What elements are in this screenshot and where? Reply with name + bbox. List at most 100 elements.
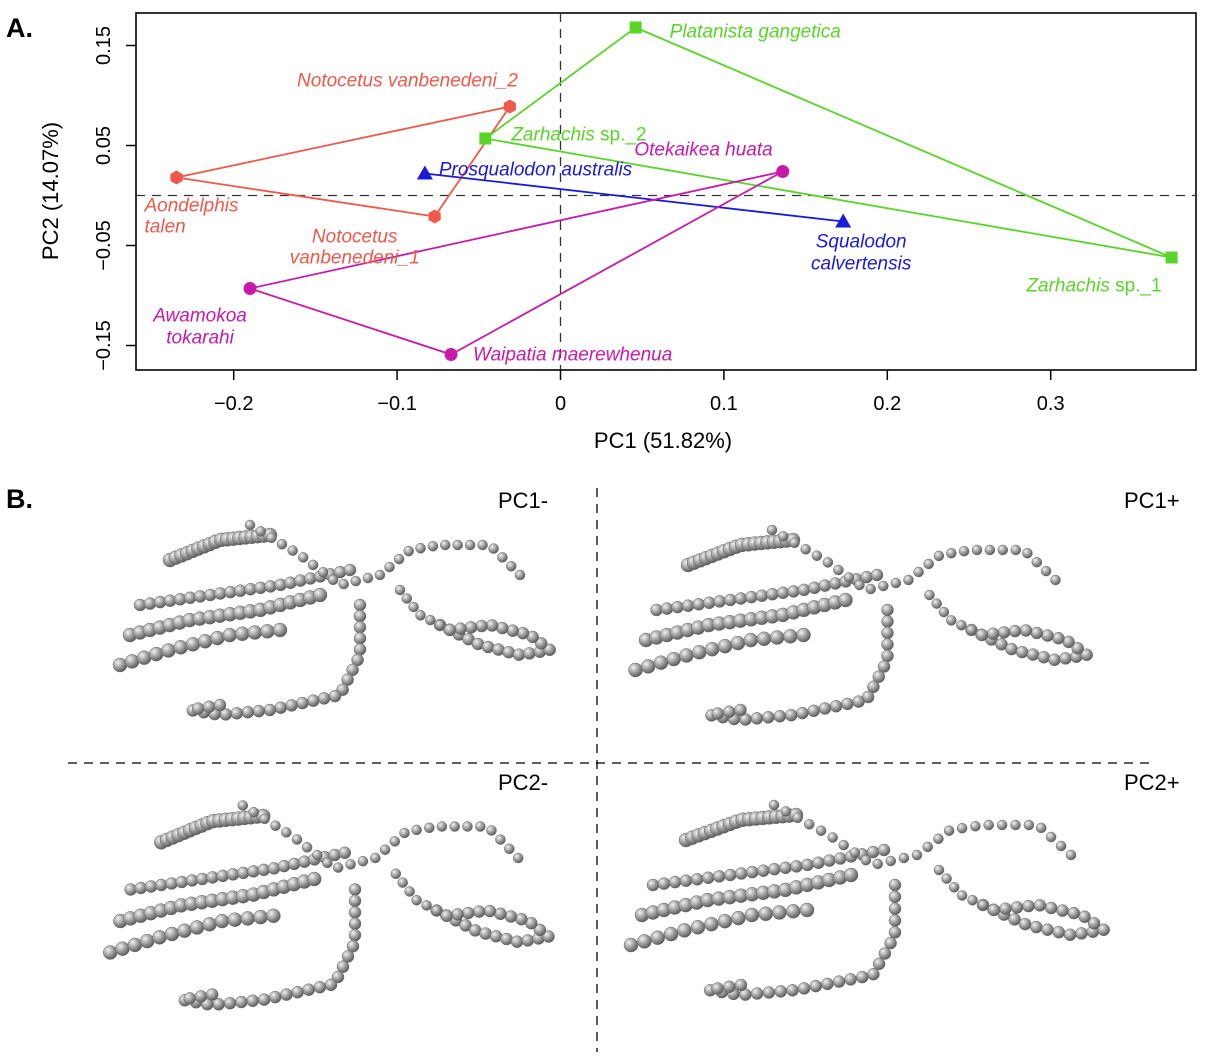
landmark-bead xyxy=(983,819,994,831)
landmark-bead xyxy=(324,978,338,992)
landmark-bead xyxy=(401,593,413,604)
landmark-bead xyxy=(1008,913,1021,926)
landmark-bead xyxy=(272,622,288,638)
landmark-bead xyxy=(956,619,967,631)
landmark-bead xyxy=(421,900,432,911)
landmark-bead xyxy=(379,844,391,855)
landmark-bead xyxy=(1037,650,1051,664)
x-tick-label: 0 xyxy=(555,393,566,415)
x-tick-label: −0.2 xyxy=(214,393,253,415)
landmark-bead xyxy=(384,561,395,573)
landmark-bead xyxy=(671,600,684,614)
landmark-bead xyxy=(877,660,891,673)
landmark-bead xyxy=(1018,917,1032,931)
landmark-bead xyxy=(500,932,513,946)
landmark-bead xyxy=(1022,547,1033,559)
landmark-bead xyxy=(796,706,809,720)
landmark-bead xyxy=(270,820,281,831)
landmark-bead xyxy=(1033,899,1047,912)
landmark-bead xyxy=(772,905,787,920)
landmark-bead xyxy=(878,580,889,592)
landmark-bead xyxy=(512,648,526,661)
landmark-bead xyxy=(789,537,800,549)
point-notocetus-0-label: Aondelphis talen xyxy=(144,196,240,238)
landmark-bead xyxy=(348,928,362,942)
landmark-bead xyxy=(397,877,408,888)
landmark-bead xyxy=(252,704,266,718)
landmark-bead xyxy=(345,859,356,870)
quadrant-label-pc1-plus: PC1+ xyxy=(1124,488,1180,513)
landmark-bead xyxy=(259,813,270,825)
landmark-bead xyxy=(865,583,876,595)
landmark-bead xyxy=(260,624,275,639)
landmark-bead xyxy=(317,692,331,705)
landmark-bead xyxy=(543,643,556,657)
landmark-bead xyxy=(911,849,923,861)
landmark-bead xyxy=(497,552,508,563)
landmark-bead xyxy=(799,902,815,918)
landmark-bead xyxy=(1008,624,1022,638)
landmark-bead xyxy=(494,907,507,921)
landmark-bead xyxy=(797,583,811,597)
landmark-bead xyxy=(1015,645,1029,659)
landmark-bead xyxy=(1063,928,1077,942)
landmark-bead xyxy=(628,662,643,678)
landmark-bead xyxy=(246,994,259,1008)
landmark-bead xyxy=(431,905,442,916)
landmark-bead xyxy=(464,539,476,551)
landmark-bead xyxy=(843,867,859,883)
landmark-bead xyxy=(774,985,787,998)
landmark-bead xyxy=(776,586,790,600)
point-squalodon-1 xyxy=(835,213,852,228)
landmark-bead xyxy=(821,977,834,991)
landmark-bead xyxy=(285,699,298,712)
landmark-bead xyxy=(650,603,663,617)
landmark-bead xyxy=(475,821,486,832)
landmark-bead xyxy=(521,934,535,947)
landmark-bead xyxy=(306,871,322,887)
landmark-bead xyxy=(483,904,497,918)
landmark-bead xyxy=(1010,544,1022,556)
landmark-bead xyxy=(317,567,329,578)
landmark-bead xyxy=(823,854,836,867)
point-notocetus-1-label: Notocetus vanbenedeni_1 xyxy=(290,227,420,269)
hull-platanistoid xyxy=(483,26,1172,259)
point-squalodon-0 xyxy=(416,165,433,180)
point-platanistoid-1 xyxy=(1165,251,1178,264)
landmark-bead xyxy=(202,917,217,932)
landmark-bead xyxy=(744,907,760,923)
landmark-bead xyxy=(903,574,914,586)
landmark-bead xyxy=(255,526,266,537)
landmark-bead xyxy=(1031,556,1043,568)
landmark-bead xyxy=(202,700,216,714)
landmark-bead xyxy=(454,622,467,635)
landmark-bead xyxy=(307,694,320,707)
landmark-bead xyxy=(297,552,309,563)
landmark-bead xyxy=(302,983,315,996)
landmark-bead xyxy=(424,822,435,834)
landmark-bead xyxy=(735,867,748,880)
landmark-bead xyxy=(800,544,811,555)
landmark-bead xyxy=(677,923,692,938)
hull-waipatia xyxy=(246,170,784,356)
landmark-bead xyxy=(449,821,460,832)
landmark-bead xyxy=(881,615,894,628)
landmark-bead xyxy=(327,574,339,586)
landmark-bead xyxy=(724,868,737,882)
landmark-bead xyxy=(731,910,746,926)
landmark-bead xyxy=(872,670,886,683)
landmark-bead xyxy=(425,614,436,626)
landmark-bead xyxy=(838,839,849,851)
landmark-bead xyxy=(838,592,853,608)
landmark-bead xyxy=(924,589,935,601)
landmark-bead xyxy=(867,967,880,981)
landmark-bead xyxy=(870,568,884,582)
landmark-bead xyxy=(734,703,747,717)
landmark-bead xyxy=(923,558,934,570)
landmark-bead xyxy=(191,702,205,715)
landmark-bead xyxy=(834,852,847,865)
landmark-bead xyxy=(266,532,277,544)
landmark-bead xyxy=(291,985,304,999)
landmark-bead xyxy=(155,878,168,892)
landmark-bead xyxy=(690,873,704,886)
